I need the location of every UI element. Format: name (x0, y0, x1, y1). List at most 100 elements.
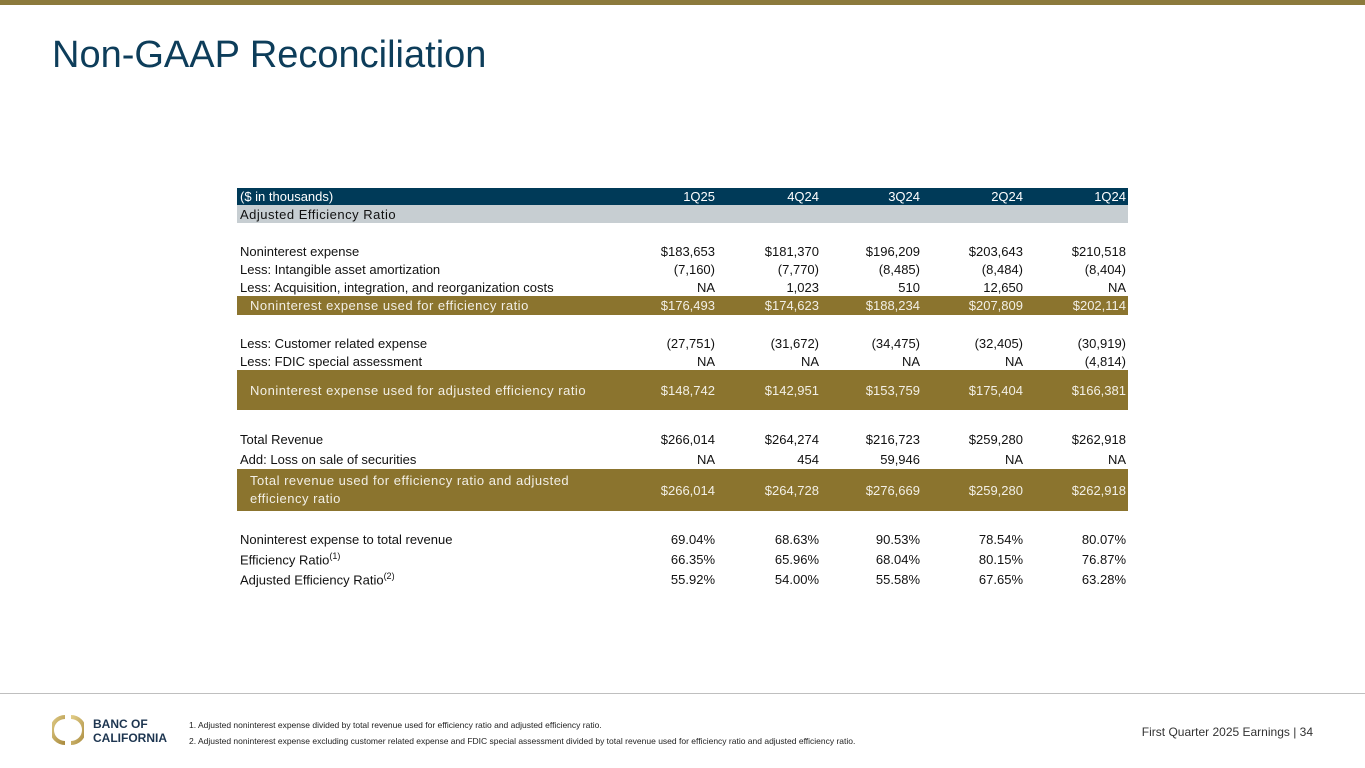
cell-value: 1,023 (786, 279, 819, 295)
logo-text: BANC OF CALIFORNIA (93, 717, 167, 745)
cell-value: 68.04% (875, 551, 920, 567)
row-label: Total revenue used for efficiency ratio … (237, 472, 612, 508)
row-label-text: Total revenue used for efficiency ratio … (250, 473, 570, 506)
column-header: 4Q24 (787, 189, 819, 204)
table-header: ($ in thousands) 1Q25 4Q24 3Q24 2Q24 1Q2… (237, 188, 1128, 205)
cell-value: $153,759 (865, 382, 920, 398)
row-spacer (237, 223, 1128, 242)
cell-value: $202,114 (1072, 298, 1126, 313)
cell-value: $148,742 (660, 382, 715, 398)
cell-value: (4,814) (1084, 353, 1126, 369)
row-label: Noninterest expense (237, 244, 612, 259)
cell-value: 55.92% (670, 571, 715, 587)
cell-value: 90.53% (875, 532, 920, 547)
cell-value: $176,493 (660, 298, 715, 313)
cell-value: 68.63% (774, 532, 819, 547)
subtotal-row: Noninterest expense used for adjusted ef… (237, 370, 1128, 410)
row-label-text: Total Revenue (240, 431, 324, 447)
table-row: Add: Loss on sale of securities NA 454 59,9… (237, 449, 1128, 469)
cell-value: 454 (797, 451, 819, 467)
table-row: Less: FDIC special assessment NA NA NA NA (4,… (237, 352, 1128, 370)
logo-line: CALIFORNIA (93, 731, 167, 745)
table-row: Noninterest expense to total revenue 69.0… (237, 530, 1128, 549)
row-label: Noninterest expense used for efficiency … (237, 298, 612, 313)
cell-value: $264,728 (764, 482, 819, 498)
cell-value: 80.15% (978, 551, 1023, 567)
cell-value: $276,669 (865, 482, 920, 498)
row-label-text: Noninterest expense to total revenue (240, 532, 453, 547)
row-label: Less: FDIC special assessment (237, 354, 612, 369)
row-spacer (237, 410, 1128, 429)
cell-value: NA (1107, 279, 1126, 295)
column-header: 2Q24 (991, 189, 1023, 204)
row-label-text: Less: Acquisition, integration, and reor… (240, 279, 554, 295)
table-row: Less: Acquisition, integration, and reor… (237, 278, 1128, 296)
cell-value: (8,485) (878, 261, 920, 277)
footnote-ref: (1) (329, 550, 341, 561)
cell-value: $166,381 (1071, 382, 1126, 398)
section-header: Adjusted Efficiency Ratio (237, 205, 1128, 223)
cell-value: NA (1004, 451, 1023, 467)
row-label: Adjusted Efficiency Ratio(2) (237, 571, 612, 587)
cell-value: $183,653 (660, 243, 715, 259)
cell-value: (7,770) (777, 261, 819, 277)
cell-value: $259,280 (968, 431, 1023, 447)
table-row: Adjusted Efficiency Ratio(2) 55.92% 54.00%… (237, 569, 1128, 589)
cell-value: $203,643 (968, 243, 1023, 259)
column-header: 1Q25 (683, 189, 715, 204)
cell-value: 66.35% (670, 551, 715, 567)
cell-value: $142,951 (764, 382, 819, 398)
row-label: Efficiency Ratio(1) (237, 551, 612, 567)
footnotes: 1. Adjusted noninterest expense divided … (189, 717, 855, 749)
row-label-text: Efficiency Ratio (240, 552, 330, 568)
footnote-ref: (2) (383, 570, 395, 581)
cell-value: $259,280 (968, 482, 1023, 498)
cell-value: $174,623 (764, 298, 819, 313)
top-accent-bar (0, 0, 1365, 5)
row-label-text: Noninterest expense used for efficiency … (250, 298, 529, 313)
cell-value: (8,404) (1084, 261, 1126, 277)
table-row: Total Revenue $266,014 $264,274 $216,723 $25… (237, 429, 1128, 449)
row-spacer (237, 511, 1128, 530)
column-header: 3Q24 (888, 189, 920, 204)
subtotal-row: Total revenue used for efficiency ratio … (237, 469, 1128, 511)
cell-value: (27,751) (666, 335, 715, 351)
cell-value: 510 (898, 279, 920, 295)
page-label: First Quarter 2025 Earnings | 34 (1141, 725, 1313, 739)
cell-value: 54.00% (774, 571, 819, 587)
row-label-text: Less: Intangible asset amortization (240, 261, 441, 277)
footer-divider (0, 693, 1365, 694)
row-label: Add: Loss on sale of securities (237, 452, 612, 467)
table-row: Noninterest expense $183,653 $181,370 $196,… (237, 242, 1128, 260)
table-row: Efficiency Ratio(1) 66.35% 65.96% 68.04% 80.… (237, 549, 1128, 569)
row-label-text: Noninterest expense (240, 243, 360, 259)
cell-value: NA (696, 353, 715, 369)
cell-value: 12,650 (983, 279, 1023, 295)
cell-value: $207,809 (968, 298, 1023, 313)
banc-of-california-logo-icon (52, 715, 84, 745)
cell-value: NA (1107, 451, 1126, 467)
cell-value: NA (1004, 353, 1023, 369)
row-label: Less: Acquisition, integration, and reor… (237, 280, 612, 295)
cell-value: 59,946 (880, 451, 920, 467)
cell-value: (30,919) (1077, 335, 1126, 351)
row-label-text: Less: Customer related expense (240, 335, 428, 351)
cell-value: (7,160) (673, 261, 715, 277)
row-label: Less: Intangible asset amortization (237, 262, 612, 277)
table-row: Less: Customer related expense (27,751) (3… (237, 334, 1128, 352)
cell-value: 65.96% (774, 551, 819, 567)
cell-value: NA (800, 353, 819, 369)
cell-value: 80.07% (1081, 532, 1126, 547)
cell-value: (34,475) (871, 335, 920, 351)
cell-value: NA (901, 353, 920, 369)
cell-value: $266,014 (660, 482, 715, 498)
cell-value: 55.58% (875, 571, 920, 587)
row-label-text: Adjusted Efficiency Ratio (240, 572, 384, 588)
row-label: Total Revenue (237, 432, 612, 447)
cell-value: NA (696, 451, 715, 467)
cell-value: $196,209 (865, 243, 920, 259)
cell-value: (32,405) (974, 335, 1023, 351)
cell-value: 69.04% (670, 532, 715, 547)
cell-value: 78.54% (978, 532, 1023, 547)
row-label: Noninterest expense to total revenue (237, 532, 612, 547)
